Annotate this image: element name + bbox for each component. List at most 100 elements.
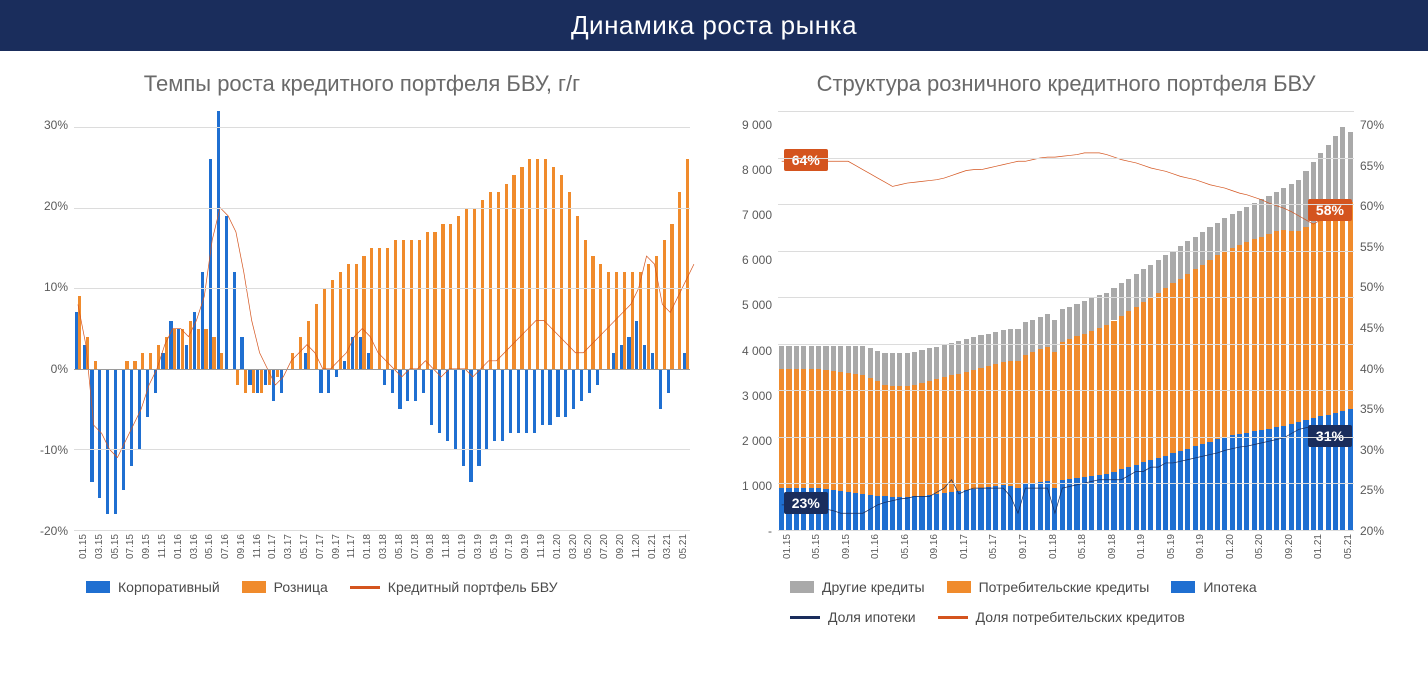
x-label: 09.16 <box>929 534 940 559</box>
x-label: 03.17 <box>283 534 294 559</box>
legend-retail-label: Розница <box>274 579 328 595</box>
x-label: 03.15 <box>94 534 105 559</box>
x-label: 05.15 <box>110 534 121 559</box>
x-label: 11.15 <box>157 534 168 558</box>
x-label: 07.19 <box>504 534 515 559</box>
x-label: 01.21 <box>647 534 658 559</box>
legend-mortgage-share: Доля ипотеки <box>790 609 916 625</box>
x-label: 03.20 <box>568 534 579 559</box>
x-label: 09.19 <box>1195 534 1206 559</box>
legend-consumer: Потребительские кредиты <box>947 579 1150 595</box>
x-label: 01.16 <box>173 534 184 559</box>
callout: 23% <box>784 492 828 514</box>
y-tick: 2 000 <box>728 434 772 448</box>
portfolio-line <box>78 208 694 458</box>
y-tick: 60% <box>1360 199 1404 213</box>
chart-right-title: Структура розничного кредитного портфеля… <box>720 71 1412 97</box>
x-label: 03.21 <box>662 534 673 559</box>
x-label: 01.17 <box>959 534 970 559</box>
x-label: 03.18 <box>378 534 389 559</box>
y-tick: 30% <box>1360 443 1404 457</box>
y-tick: 9 000 <box>728 118 772 132</box>
x-label: 01.17 <box>267 534 278 559</box>
x-label: 05.17 <box>299 534 310 559</box>
y-tick: 0% <box>24 362 68 376</box>
y-tick: 3 000 <box>728 389 772 403</box>
y-tick: 65% <box>1360 159 1404 173</box>
x-label: 05.21 <box>1343 534 1354 559</box>
y-tick: 40% <box>1360 362 1404 376</box>
legend-left: Корпоративный Розница Кредитный портфель… <box>16 571 708 595</box>
x-label: 03.19 <box>473 534 484 559</box>
x-label: 05.15 <box>811 534 822 559</box>
legend-portfolio: Кредитный портфель БВУ <box>350 579 558 595</box>
chart-left-title: Темпы роста кредитного портфеля БВУ, г/г <box>16 71 708 97</box>
legend-portfolio-label: Кредитный портфель БВУ <box>388 579 558 595</box>
y-tick: 8 000 <box>728 163 772 177</box>
x-label: 05.21 <box>678 534 689 559</box>
page-title: Динамика роста рынка <box>0 0 1428 51</box>
chart-right-plot: 9 0008 0007 0006 0005 0004 0003 0002 000… <box>728 111 1404 571</box>
x-label: 09.15 <box>141 534 152 559</box>
callout: 58% <box>1308 199 1352 221</box>
y-tick: - <box>728 524 772 538</box>
y-tick: 55% <box>1360 240 1404 254</box>
x-label: 05.16 <box>204 534 215 559</box>
x-label: 05.18 <box>1077 534 1088 559</box>
x-label: 05.19 <box>489 534 500 559</box>
legend-mortgage-share-label: Доля ипотеки <box>828 609 916 625</box>
legend-consumer-share-label: Доля потребительских кредитов <box>976 609 1185 625</box>
y-tick: -20% <box>24 524 68 538</box>
x-label: 09.19 <box>520 534 531 559</box>
x-label: 01.15 <box>782 534 793 559</box>
y-tick: 1 000 <box>728 479 772 493</box>
callout: 64% <box>784 149 828 171</box>
x-label: 07.16 <box>220 534 231 559</box>
x-label: 05.19 <box>1166 534 1177 559</box>
x-label: 01.20 <box>1225 534 1236 559</box>
legend-corporate-label: Корпоративный <box>118 579 220 595</box>
y-tick: 7 000 <box>728 208 772 222</box>
x-label: 05.17 <box>988 534 999 559</box>
y-tick: 70% <box>1360 118 1404 132</box>
x-label: 01.21 <box>1313 534 1324 559</box>
chart-left-plot: 30%20%10%0%-10%-20% 01.1503.1505.1507.15… <box>24 111 700 571</box>
x-label: 07.15 <box>125 534 136 559</box>
x-label: 01.16 <box>870 534 881 559</box>
mortgage-share-line <box>782 425 1351 513</box>
xlabels-right: 01.1505.1509.1501.1605.1609.1601.1705.17… <box>778 532 1354 572</box>
lines-right <box>778 111 1354 530</box>
plot-inner-left: 01.1503.1505.1507.1509.1511.1501.1603.16… <box>74 111 690 531</box>
x-label: 05.18 <box>394 534 405 559</box>
x-label: 03.16 <box>189 534 200 559</box>
y-axis-left-2: 9 0008 0007 0006 0005 0004 0003 0002 000… <box>728 111 776 531</box>
x-label: 07.18 <box>410 534 421 559</box>
chart-left: Темпы роста кредитного портфеля БВУ, г/г… <box>16 63 708 625</box>
y-tick: 35% <box>1360 402 1404 416</box>
legend-right: Другие кредиты Потребительские кредиты И… <box>720 571 1412 625</box>
legend-consumer-share: Доля потребительских кредитов <box>938 609 1185 625</box>
y-tick: 45% <box>1360 321 1404 335</box>
y-axis-right: 70%65%60%55%50%45%40%35%30%25%20% <box>1356 111 1404 531</box>
y-tick: 25% <box>1360 483 1404 497</box>
y-tick: -10% <box>24 443 68 457</box>
y-axis-left: 30%20%10%0%-10%-20% <box>24 111 72 531</box>
x-label: 05.20 <box>1254 534 1265 559</box>
lines-left <box>74 111 690 530</box>
x-label: 07.17 <box>315 534 326 559</box>
x-label: 01.18 <box>1048 534 1059 559</box>
x-label: 09.20 <box>615 534 626 559</box>
plot-inner-right: 01.1505.1509.1501.1605.1609.1601.1705.17… <box>778 111 1354 531</box>
x-label: 09.16 <box>236 534 247 559</box>
xlabels-left: 01.1503.1505.1507.1509.1511.1501.1603.16… <box>74 532 690 572</box>
y-tick: 6 000 <box>728 253 772 267</box>
legend-retail: Розница <box>242 579 328 595</box>
x-label: 09.17 <box>331 534 342 559</box>
x-label: 09.15 <box>841 534 852 559</box>
x-label: 07.20 <box>599 534 610 559</box>
x-label: 01.18 <box>362 534 373 559</box>
x-label: 09.17 <box>1018 534 1029 559</box>
consumer-share-line <box>782 153 1351 224</box>
y-tick: 10% <box>24 280 68 294</box>
x-label: 05.20 <box>583 534 594 559</box>
